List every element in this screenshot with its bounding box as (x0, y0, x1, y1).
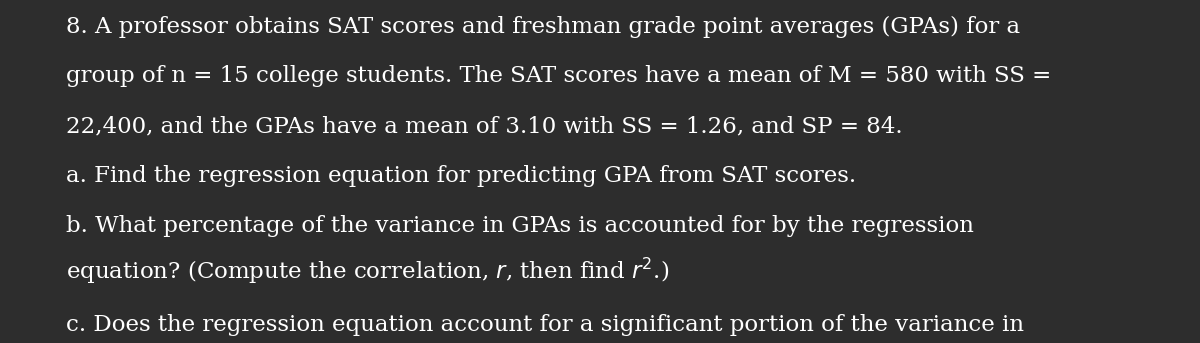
Text: c. Does the regression equation account for a significant portion of the varianc: c. Does the regression equation account … (66, 314, 1024, 336)
Text: a. Find the regression equation for predicting GPA from SAT scores.: a. Find the regression equation for pred… (66, 165, 856, 187)
Text: 22,400, and the GPAs have a mean of 3.10 with SS = 1.26, and SP = 84.: 22,400, and the GPAs have a mean of 3.10… (66, 115, 902, 137)
Text: b. What percentage of the variance in GPAs is accounted for by the regression: b. What percentage of the variance in GP… (66, 215, 974, 237)
Text: 8. A professor obtains SAT scores and freshman grade point averages (GPAs) for a: 8. A professor obtains SAT scores and fr… (66, 16, 1020, 38)
Text: equation? (Compute the correlation, $\mathit{r}$, then find $\mathit{r}^2$.): equation? (Compute the correlation, $\ma… (66, 256, 670, 286)
Text: group of n = 15 college students. The SAT scores have a mean of M = 580 with SS : group of n = 15 college students. The SA… (66, 66, 1051, 87)
